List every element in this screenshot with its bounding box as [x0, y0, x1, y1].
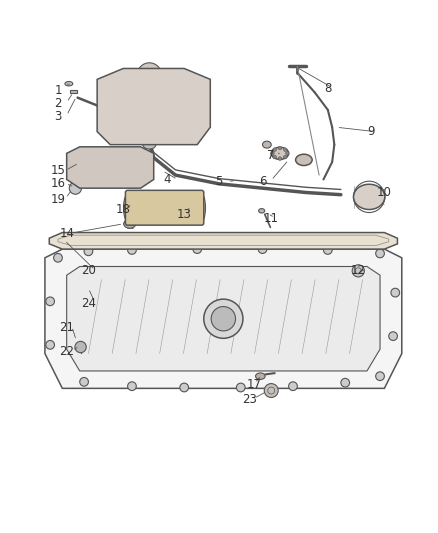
Polygon shape: [67, 147, 154, 188]
Ellipse shape: [143, 140, 156, 149]
Ellipse shape: [353, 184, 385, 209]
Text: 6: 6: [259, 175, 266, 188]
Circle shape: [127, 246, 136, 254]
Text: 16: 16: [50, 177, 65, 190]
Circle shape: [271, 151, 274, 155]
Circle shape: [131, 89, 164, 122]
Text: 8: 8: [324, 82, 332, 94]
Text: 1: 1: [54, 84, 62, 96]
Ellipse shape: [124, 193, 134, 223]
Circle shape: [211, 306, 236, 331]
Circle shape: [193, 245, 201, 254]
Circle shape: [46, 341, 54, 349]
Polygon shape: [45, 249, 402, 389]
Text: 4: 4: [163, 173, 170, 186]
Circle shape: [180, 383, 188, 392]
Ellipse shape: [255, 373, 265, 379]
Circle shape: [258, 245, 267, 254]
Circle shape: [278, 147, 282, 150]
Text: 20: 20: [81, 264, 96, 277]
Text: 24: 24: [81, 297, 96, 310]
Text: 14: 14: [59, 228, 74, 240]
Text: 19: 19: [50, 192, 65, 206]
Text: 5: 5: [215, 175, 223, 188]
Polygon shape: [97, 68, 210, 144]
Circle shape: [75, 341, 86, 353]
Circle shape: [376, 372, 385, 381]
Circle shape: [237, 383, 245, 392]
Circle shape: [376, 249, 385, 258]
Ellipse shape: [118, 158, 129, 166]
FancyBboxPatch shape: [125, 190, 204, 225]
Ellipse shape: [124, 220, 136, 228]
Circle shape: [69, 182, 81, 194]
Circle shape: [264, 384, 278, 398]
Ellipse shape: [296, 154, 312, 166]
Circle shape: [46, 297, 54, 305]
Ellipse shape: [258, 208, 265, 213]
Text: 22: 22: [59, 345, 74, 358]
Ellipse shape: [65, 82, 73, 86]
Circle shape: [273, 155, 276, 159]
Text: 7: 7: [268, 149, 275, 162]
Bar: [70, 90, 77, 93]
Text: 21: 21: [59, 321, 74, 334]
Text: 12: 12: [351, 264, 366, 277]
Text: 2: 2: [54, 97, 62, 110]
Circle shape: [137, 63, 162, 87]
Circle shape: [286, 151, 289, 155]
Circle shape: [273, 148, 276, 151]
Ellipse shape: [118, 168, 129, 175]
Circle shape: [278, 157, 282, 160]
Circle shape: [204, 299, 243, 338]
Text: 10: 10: [377, 186, 392, 199]
Text: 9: 9: [367, 125, 375, 138]
Text: 18: 18: [116, 204, 131, 216]
Circle shape: [323, 246, 332, 254]
Circle shape: [53, 254, 62, 262]
Text: 11: 11: [264, 212, 279, 225]
Text: 15: 15: [50, 164, 65, 177]
Circle shape: [123, 82, 171, 130]
Circle shape: [352, 265, 364, 277]
Circle shape: [389, 332, 397, 341]
Text: 17: 17: [246, 377, 261, 391]
Circle shape: [289, 382, 297, 391]
Circle shape: [80, 377, 88, 386]
Circle shape: [391, 288, 399, 297]
Circle shape: [154, 88, 188, 123]
Ellipse shape: [83, 158, 94, 166]
Circle shape: [283, 155, 287, 159]
Ellipse shape: [262, 141, 271, 148]
Ellipse shape: [83, 168, 94, 175]
Circle shape: [84, 247, 93, 256]
Circle shape: [127, 382, 136, 391]
Circle shape: [341, 378, 350, 387]
Polygon shape: [67, 266, 380, 371]
Circle shape: [283, 148, 287, 151]
Ellipse shape: [196, 193, 205, 223]
Text: 23: 23: [242, 393, 257, 406]
Ellipse shape: [271, 147, 289, 159]
Text: 13: 13: [177, 208, 191, 221]
Ellipse shape: [78, 159, 86, 165]
Text: 3: 3: [54, 110, 62, 123]
Polygon shape: [49, 232, 397, 249]
